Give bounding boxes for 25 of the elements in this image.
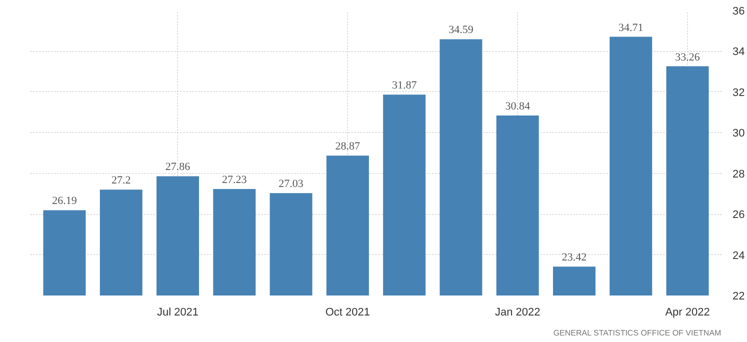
data-label: 28.87 — [335, 140, 361, 153]
y-tick-label: 28 — [732, 168, 745, 180]
y-tick-label: 26 — [732, 209, 745, 222]
data-label: 27.2 — [112, 174, 131, 187]
data-label: 34.71 — [618, 22, 644, 34]
data-label: 33.26 — [675, 51, 700, 64]
y-tick-label: 22 — [732, 290, 745, 302]
x-tick-label: Jan 2022 — [494, 306, 540, 318]
y-tick-label: 34 — [732, 46, 745, 58]
data-label: 27.03 — [278, 178, 304, 190]
data-label: 27.23 — [222, 174, 248, 186]
data-label: 23.42 — [562, 252, 587, 264]
y-tick-label: 32 — [732, 86, 745, 99]
x-tick-label: Jul 2021 — [156, 306, 199, 318]
data-label: 31.87 — [392, 80, 418, 92]
y-tick-label: 24 — [732, 250, 745, 262]
data-label: 27.86 — [165, 161, 191, 174]
y-tick-label: 30 — [732, 128, 745, 140]
data-label: 30.84 — [505, 100, 530, 113]
data-label: 34.59 — [448, 24, 474, 36]
data-label: 26.19 — [52, 195, 78, 208]
text: GENERAL STATISTICS OFFICE OF VIETNAM — [553, 328, 722, 338]
x-tick-label: Apr 2022 — [665, 306, 710, 318]
x-tick-label: Oct 2021 — [325, 306, 370, 318]
y-tick-label: 36 — [732, 6, 745, 18]
